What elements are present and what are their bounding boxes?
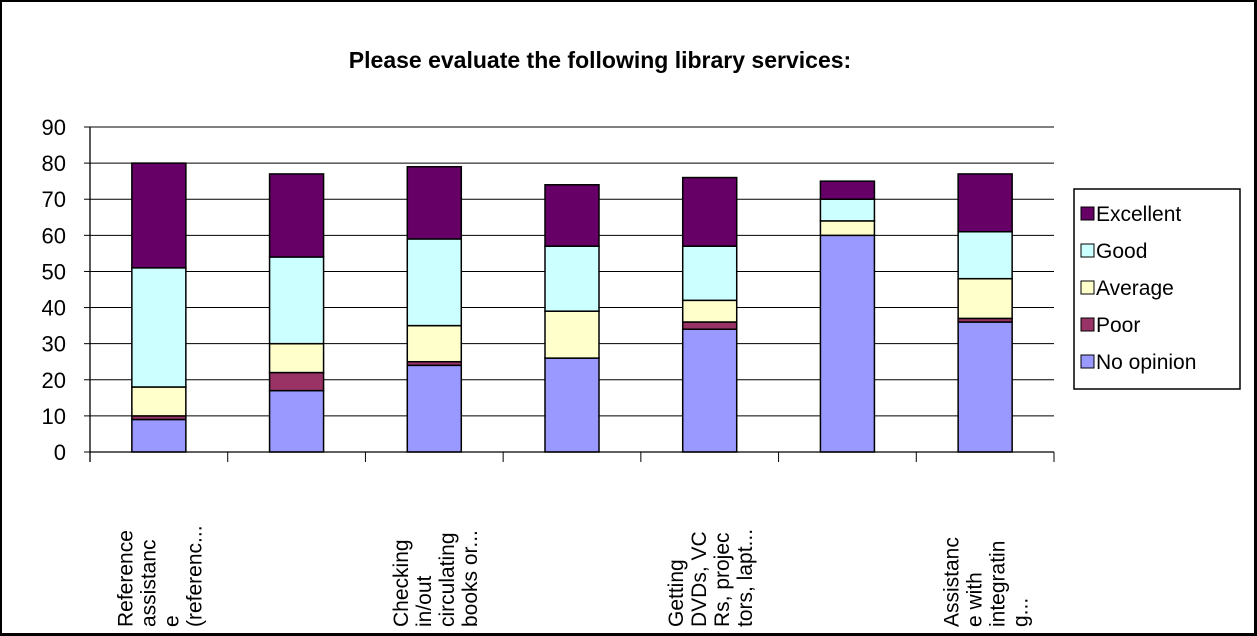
y-tick-label: 50 [42,259,66,284]
y-tick-label: 60 [42,223,66,248]
legend-label: Good [1096,240,1147,263]
x-category-label-line: assistanc [137,539,160,627]
x-category-label-line: Assistanc [941,537,964,627]
y-tick-label: 80 [42,151,66,176]
legend-swatch [1080,317,1095,332]
bar-segment-good [268,256,325,345]
legend-box [1073,188,1241,390]
bar-segment-excellent [544,184,600,247]
bar-segment-no-opinion [819,234,876,453]
x-category-label-line: (referenc... [183,525,206,627]
bar-segment-good [819,198,876,222]
bar-segment-no-opinion [681,328,738,453]
y-tick-label: 20 [42,368,66,393]
bar-segment-average [406,324,463,363]
x-category-label-line: e [160,615,183,627]
bar-segment-good [957,230,1013,280]
y-tick-label: 10 [42,404,66,429]
x-category-label: Checking in/out circulating books or... [390,530,482,627]
x-category-label: Reference assistanc e (referenc... [114,525,206,627]
legend-label: Average [1096,277,1174,300]
legend-swatch [1080,206,1095,221]
x-category-label-line: books or... [459,530,482,627]
bar-segment-no-opinion [406,364,463,453]
x-category-label-line: Getting [665,559,688,627]
x-category-label-line: Rs, projec [711,532,734,627]
bar-segment-average [544,310,600,359]
y-tick-label: 90 [42,115,66,140]
bar-segment-excellent [131,162,187,269]
x-category-label-line: in/out [413,575,436,627]
bar-segment-no-opinion [957,321,1013,453]
legend-swatch [1080,354,1095,369]
legend-swatch [1080,280,1095,295]
x-category-label: Getting DVDs, VC Rs, projec tors, lapt... [665,529,757,627]
bar-segment-poor [681,321,738,330]
bar-segment-good [406,238,463,327]
bar-segment-good [544,245,600,312]
legend: Excellent Good Average Poor No opinion [1073,188,1241,390]
y-tick-label: 70 [42,187,66,212]
y-tick-label: 0 [54,440,66,465]
bar-segment-good [131,267,187,388]
bar-segment-average [681,299,738,323]
bar-segment-average [131,386,187,417]
y-tick-label: 40 [42,296,66,321]
legend-label: Poor [1096,314,1140,337]
legend-label: Excellent [1096,203,1181,226]
x-category-label-line: tors, lapt... [734,529,757,627]
x-category-label-line: circulating [436,532,459,627]
bar-segment-poor [268,371,325,392]
bar-segment-excellent [819,180,876,200]
bar-segment-good [681,245,738,302]
axis-labels: 0 10 20 30 40 50 60 70 80 90 Reference assistanc e (r… [42,115,1033,627]
bar-segment-average [819,220,876,237]
bar-segment-excellent [681,176,738,247]
x-category-label-line: Reference [114,530,137,627]
bars [131,162,1013,453]
bar-segment-average [268,342,325,374]
x-category-label-line: Checking [390,539,413,627]
legend-label: No opinion [1096,351,1196,374]
bar-segment-no-opinion [268,389,325,453]
chart-title: Please evaluate the following library se… [349,47,851,73]
bar-segment-no-opinion [131,418,187,453]
x-category-label-line: DVDs, VC [688,531,711,627]
x-category-label-line: e with [964,572,987,627]
y-tick-label: 30 [42,332,66,357]
x-category-label-line: integratin [987,541,1010,627]
x-category-label: Assistanc e with integratin g... [941,537,1033,627]
axes [84,126,1055,462]
bar-segment-excellent [406,165,463,240]
x-category-label-line: g... [1010,598,1033,627]
bar-segment-average [957,277,1013,320]
bar-segment-excellent [268,173,325,258]
bar-segment-no-opinion [544,357,600,453]
bar-segment-excellent [957,173,1013,233]
legend-swatch [1080,243,1095,258]
